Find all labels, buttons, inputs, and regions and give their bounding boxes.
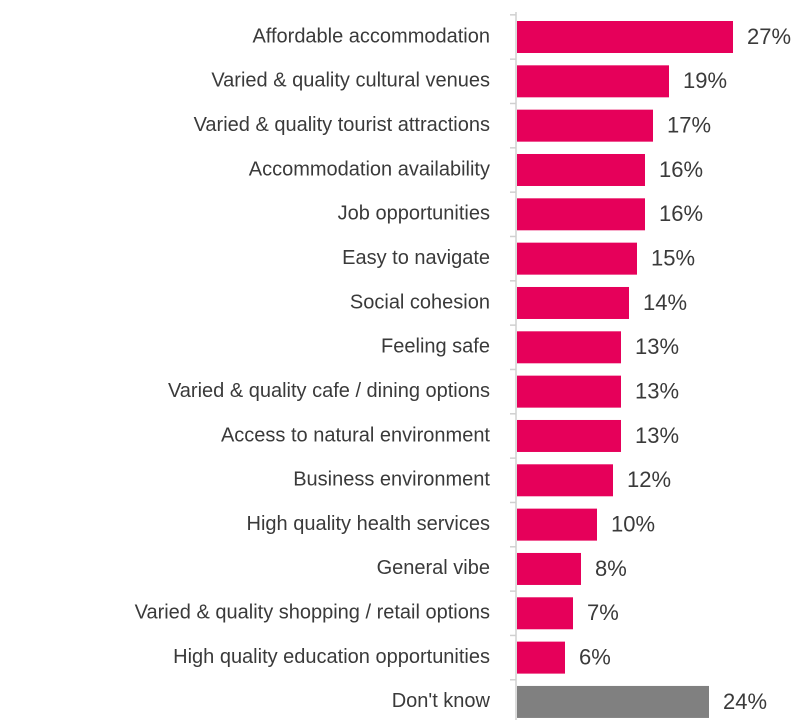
- value-label: 16%: [659, 201, 703, 226]
- category-label: Business environment: [293, 469, 490, 491]
- bar: [517, 242, 637, 275]
- category-label: Varied & quality shopping / retail optio…: [135, 602, 490, 624]
- bar: [517, 552, 581, 585]
- bar: [517, 464, 613, 497]
- category-label: Feeling safe: [381, 336, 490, 358]
- value-label: 13%: [635, 334, 679, 359]
- value-label: 27%: [747, 24, 791, 49]
- category-label: Don't know: [392, 690, 491, 712]
- bar: [517, 65, 669, 98]
- category-label: Access to natural environment: [221, 424, 490, 446]
- bar: [517, 375, 621, 408]
- value-label: 24%: [723, 689, 767, 714]
- category-label: Varied & quality tourist attractions: [194, 114, 490, 136]
- category-label: Accommodation availability: [249, 158, 490, 180]
- value-label: 16%: [659, 157, 703, 182]
- category-label: High quality education opportunities: [173, 646, 490, 668]
- bar: [517, 685, 709, 718]
- category-label: High quality health services: [247, 513, 490, 535]
- bar: [517, 21, 733, 53]
- bar: [517, 597, 573, 630]
- bar: [517, 331, 621, 364]
- value-label: 13%: [635, 423, 679, 448]
- category-label: Varied & quality cultural venues: [211, 70, 490, 92]
- value-label: 7%: [587, 600, 619, 625]
- value-label: 15%: [651, 245, 695, 270]
- value-label: 8%: [595, 556, 627, 581]
- value-label: 19%: [683, 68, 727, 93]
- value-label: 17%: [667, 112, 711, 137]
- category-label: General vibe: [377, 557, 490, 579]
- bar: [517, 508, 597, 541]
- bar: [517, 286, 629, 319]
- bar: [517, 109, 653, 142]
- value-label: 6%: [579, 644, 611, 669]
- category-label: Social cohesion: [350, 291, 490, 313]
- value-label: 10%: [611, 511, 655, 536]
- category-label: Varied & quality cafe / dining options: [168, 380, 490, 402]
- bar: [517, 419, 621, 452]
- bar: [517, 641, 565, 674]
- category-label: Job opportunities: [338, 203, 490, 225]
- bar: [517, 153, 645, 186]
- bar: [517, 198, 645, 231]
- value-label: 12%: [627, 467, 671, 492]
- category-label: Affordable accommodation: [252, 25, 490, 47]
- category-label: Easy to navigate: [342, 247, 490, 269]
- value-label: 13%: [635, 378, 679, 403]
- value-label: 14%: [643, 290, 687, 315]
